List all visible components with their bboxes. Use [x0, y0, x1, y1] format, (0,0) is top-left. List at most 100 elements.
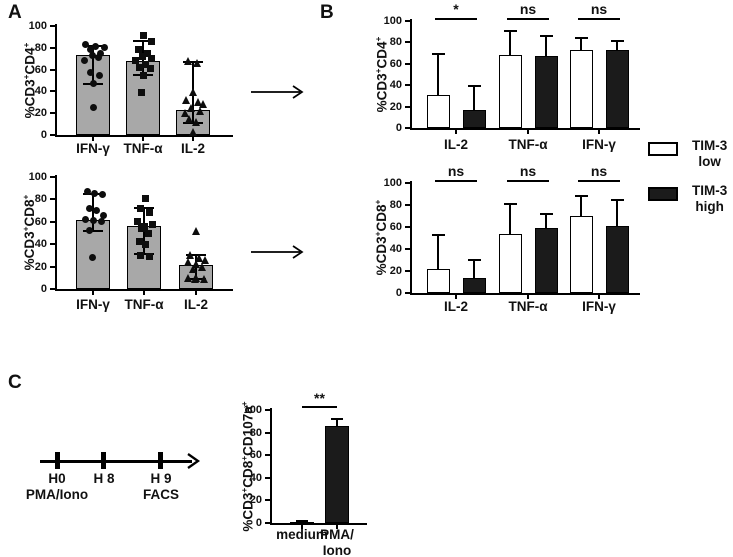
legend-item-tim3-low: TIM-3 low: [648, 138, 727, 170]
timeline-tick-h0: [55, 452, 60, 469]
legend-item-tim3-high: TIM-3 high: [648, 183, 727, 215]
square-data-point-marker: [145, 209, 153, 217]
y-tick: [265, 476, 270, 479]
y-axis-line: [270, 408, 272, 525]
y-axis-line: [55, 175, 57, 291]
y-tick: [265, 409, 270, 411]
y-axis-line: [410, 19, 412, 130]
error-bar-line: [509, 30, 511, 56]
error-bar-cap: [539, 212, 553, 215]
timeline-time-label: H 8: [93, 471, 115, 486]
significance-line: [302, 406, 337, 409]
square-data-point-marker: [141, 60, 149, 68]
error-bar-cap: [431, 233, 445, 236]
error-bar-line: [473, 260, 475, 278]
square-data-point-marker: [139, 32, 147, 40]
circle-data-point-marker: [83, 188, 91, 196]
triangle-data-point-marker: [186, 103, 195, 112]
square-data-point-marker: [144, 229, 152, 237]
arrow-right-icon: [251, 245, 304, 259]
triangle-data-point-marker: [197, 262, 206, 271]
tim3-low-swatch: [648, 142, 678, 156]
triangle-data-point-marker: [188, 88, 197, 97]
x-category-label: IFN-γ: [582, 137, 616, 152]
circle-data-point-marker: [85, 227, 93, 235]
x-tick: [195, 291, 197, 295]
square-data-point-marker: [146, 65, 154, 72]
y-tick: [50, 46, 55, 49]
x-axis-line: [270, 523, 367, 525]
error-bar-cap: [539, 34, 553, 37]
y-tick-label: 60: [389, 221, 402, 233]
square-data-point-marker: [147, 37, 155, 45]
panel-a-label: A: [8, 2, 23, 23]
error-bar-line: [545, 35, 547, 57]
error-bar-cap: [503, 202, 517, 205]
x-tick: [143, 291, 145, 295]
circle-data-point-marker: [80, 57, 88, 65]
grouped-bar: [426, 268, 450, 293]
error-bar-line: [437, 54, 439, 95]
circle-data-point-marker: [96, 49, 104, 57]
bar: [325, 425, 349, 523]
timeline-time-label: H 9: [150, 471, 172, 486]
tim3-legend: TIM-3 low TIM-3 high: [648, 138, 727, 228]
y-tick-label: 100: [383, 15, 402, 27]
triangle-data-point-marker: [180, 109, 189, 118]
grouped-bar: [534, 56, 558, 128]
y-tick: [405, 41, 410, 44]
y-tick: [50, 288, 55, 290]
x-category-label: TNF-α: [124, 297, 164, 312]
y-tick: [50, 220, 55, 223]
square-data-point-marker: [141, 194, 149, 202]
y-tick-label: 0: [395, 122, 402, 134]
significance-label: ns: [590, 1, 608, 17]
circle-data-point-marker: [91, 43, 99, 51]
circle-data-point-marker: [94, 54, 102, 62]
error-bar-cap: [503, 29, 517, 32]
y-tick: [405, 20, 410, 22]
error-bar-line: [473, 86, 475, 110]
whisker-cap-high: [133, 40, 153, 43]
triangle-data-point-marker: [200, 255, 209, 264]
error-bar-line: [580, 38, 582, 50]
significance-label: ns: [519, 1, 537, 17]
triangle-data-point-marker: [199, 274, 208, 283]
y-tick-label: 0: [40, 283, 47, 295]
x-tick: [336, 525, 338, 529]
y-tick: [405, 226, 410, 228]
y-tick-label: 80: [249, 426, 262, 439]
error-bar-cap: [331, 418, 343, 421]
x-tick: [527, 295, 529, 299]
triangle-data-point-marker: [193, 98, 202, 107]
circle-data-point-marker: [89, 104, 97, 112]
y-tick: [405, 270, 410, 272]
y-tick-label: 40: [249, 471, 262, 484]
square-data-point-marker: [139, 71, 147, 79]
significance-label: **: [314, 390, 325, 406]
y-tick-label: 40: [34, 85, 47, 98]
triangle-data-point-marker: [183, 56, 192, 65]
grouped-bar: [534, 228, 558, 293]
triangle-data-point-marker: [192, 59, 201, 68]
y-tick-label: 0: [40, 129, 47, 141]
triangle-data-point-marker: [181, 96, 190, 105]
y-axis-title: %CD3+CD8+: [372, 199, 390, 276]
triangle-data-point-marker: [191, 226, 200, 235]
x-tick: [301, 525, 303, 529]
y-axis-title: %CD3+CD4+: [372, 36, 390, 112]
circle-data-point-marker: [88, 51, 96, 59]
grouped-bar: [462, 277, 486, 293]
x-axis-line: [410, 128, 640, 130]
significance-label: ns: [447, 163, 465, 179]
y-tick-label: 100: [243, 404, 262, 416]
y-tick: [405, 62, 410, 65]
circle-data-point-marker: [95, 71, 103, 79]
error-bar-line: [336, 419, 338, 426]
circle-data-point-marker: [99, 211, 107, 219]
circle-data-point-marker: [86, 69, 94, 77]
triangle-data-point-marker: [195, 107, 204, 116]
grouped-bar: [605, 225, 629, 293]
y-axis-title: %CD3+CD4+: [20, 42, 38, 118]
y-tick-label: 60: [389, 57, 402, 70]
